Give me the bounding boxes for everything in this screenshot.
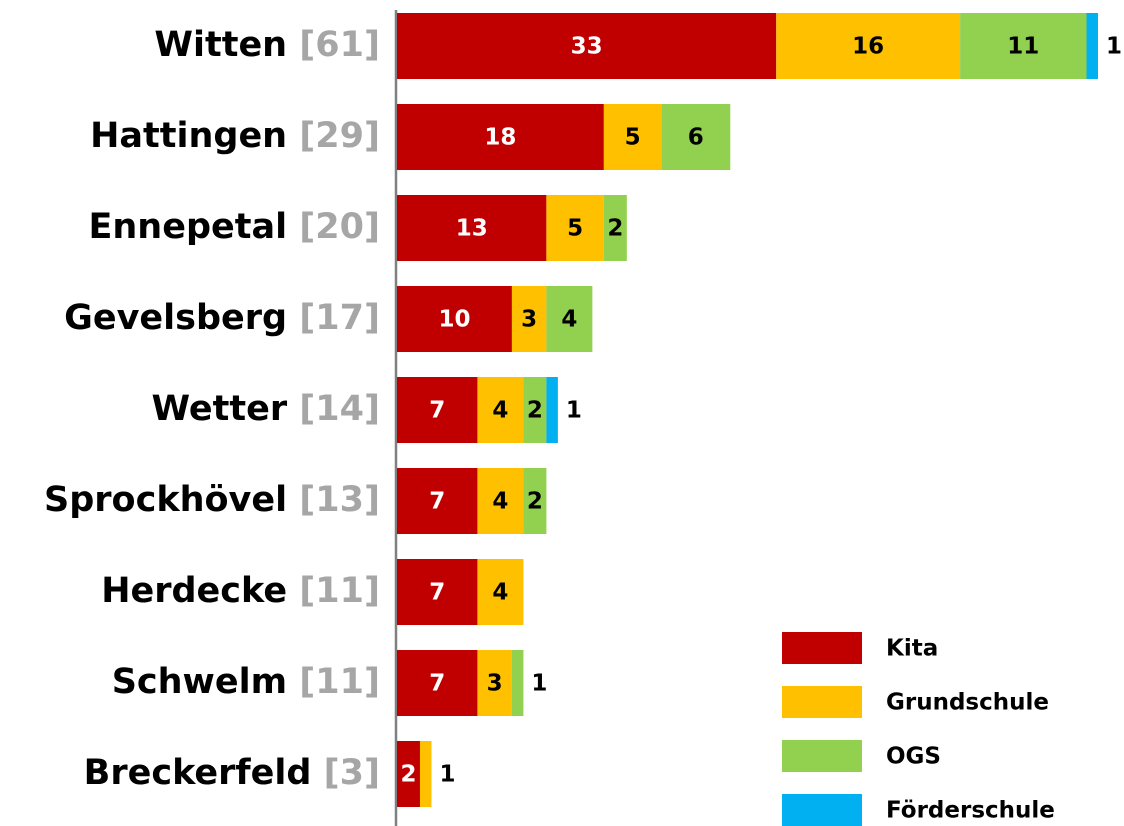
category-name: Schwelm [112,662,287,702]
data-label: 10 [438,307,470,333]
data-label: 7 [429,489,445,515]
data-label: 4 [492,489,508,515]
data-label: 5 [567,216,583,242]
category-name: Wetter [152,389,288,429]
bar-segment [546,377,558,443]
data-label: 2 [607,216,623,242]
data-label: 7 [429,671,445,697]
legend-label: OGS [886,744,941,770]
bar-segment [397,13,777,79]
bar-segment [397,195,547,261]
data-label: 3 [487,671,503,697]
data-label: 5 [625,125,641,151]
bar-segment [960,13,1087,79]
category-total: [14] [299,389,380,429]
category-total: [11] [299,662,380,702]
category-label: Hattingen [29] [90,116,380,156]
category-name: Breckerfeld [84,753,312,793]
data-label: 1 [1106,34,1122,60]
bar-segment [1086,13,1098,79]
category-name: Herdecke [101,571,287,611]
data-label: 11 [1007,34,1039,60]
bar-segment [511,286,547,352]
category-label: Witten [61] [154,25,380,65]
bar-segment [523,377,547,443]
bar-segment [397,104,604,170]
bar-segment [523,468,547,534]
bar-segment [477,559,524,625]
data-label: 7 [429,398,445,424]
bar-segment [397,650,478,716]
bar-segment [603,104,662,170]
data-label: 2 [527,398,543,424]
bar-segment [397,286,512,352]
bar-segment [546,286,593,352]
legend-label: Förderschule [886,798,1055,824]
category-name: Ennepetal [88,207,287,247]
category-label: Gevelsberg [17] [64,298,380,338]
data-label: 1 [439,762,455,788]
data-label: 13 [456,216,488,242]
data-label: 7 [429,580,445,606]
bar-segment [546,195,604,261]
legend-label: Grundschule [886,690,1049,716]
category-total: [13] [299,480,380,520]
bar-segment [419,741,432,807]
data-label: 4 [492,398,508,424]
category-label: Ennepetal [20] [88,207,380,247]
category-total: [17] [299,298,380,338]
category-total: [20] [299,207,380,247]
data-label: 1 [531,671,547,697]
data-label: 4 [561,307,577,333]
legend-swatch [782,740,862,772]
legend-swatch [782,794,862,826]
bar-segment [397,468,478,534]
category-total: [61] [299,25,380,65]
data-label: 33 [571,34,603,60]
data-label: 4 [492,580,508,606]
category-total: [29] [299,116,380,156]
data-label: 6 [688,125,704,151]
bar-segment [511,650,524,716]
legend-swatch [782,632,862,664]
category-total: [11] [299,571,380,611]
bar-segment [776,13,961,79]
data-label: 18 [484,125,516,151]
data-label: 3 [521,307,537,333]
category-name: Sprockhövel [44,480,287,520]
category-name: Witten [154,25,287,65]
bar-segment [603,195,627,261]
bar-segment [397,559,478,625]
bar-segment [477,468,524,534]
bar-segment [661,104,731,170]
category-total: [3] [324,753,380,793]
legend-label: Kita [886,636,938,662]
data-label: 1 [566,398,582,424]
data-label: 16 [852,34,884,60]
category-label: Sprockhövel [13] [44,480,380,520]
category-name: Gevelsberg [64,298,287,338]
category-label: Schwelm [11] [112,662,380,702]
bar-segment [397,377,478,443]
bar-segment [477,650,512,716]
category-label: Herdecke [11] [101,571,380,611]
data-label: 2 [400,762,416,788]
bar-segment [477,377,524,443]
bar-segment [397,741,420,807]
data-label: 2 [527,489,543,515]
category-label: Wetter [14] [152,389,380,429]
category-name: Hattingen [90,116,287,156]
category-label: Breckerfeld [3] [84,753,380,793]
legend-swatch [782,686,862,718]
